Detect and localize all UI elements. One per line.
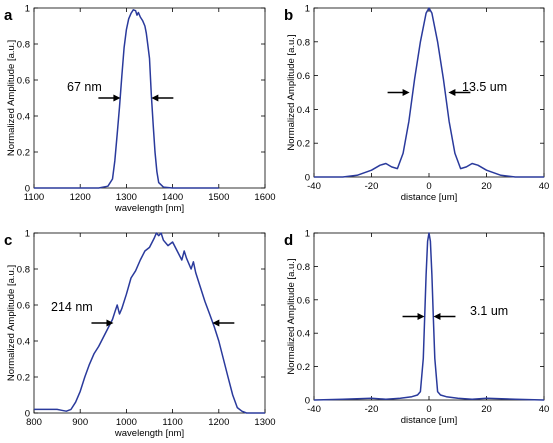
y-tick-label: 0 xyxy=(25,409,30,420)
y-tick-label: 0.4 xyxy=(297,105,310,116)
y-tick-label: 0.2 xyxy=(297,362,310,373)
x-tick-label: 1000 xyxy=(116,417,137,428)
chart-panel-c: c 800 900 1000 1100 1200 1300 0 0.2 0.4 0.6 0.8 1 wav… xyxy=(4,229,276,440)
y-tick-label: 0.2 xyxy=(17,373,30,384)
x-tick-label: 0 xyxy=(426,404,431,415)
axis-frame xyxy=(33,232,266,414)
x-tick-label: 1300 xyxy=(254,417,275,428)
y-tick-label: 1 xyxy=(25,4,30,15)
x-axis-label: wavelength [nm] xyxy=(114,428,184,439)
y-tick-label: 0.2 xyxy=(297,139,310,150)
y-tick-label: 0.6 xyxy=(297,295,310,306)
x-tick-label: -40 xyxy=(307,404,321,415)
x-tick-label: 20 xyxy=(481,404,492,415)
axis-frame xyxy=(313,7,545,178)
x-tick-label: 0 xyxy=(426,181,431,192)
fwhm-arrow-left-head xyxy=(106,319,114,327)
y-tick-label: 0 xyxy=(305,396,310,407)
y-tick-label: 0 xyxy=(305,173,310,184)
x-tick-label: 20 xyxy=(481,181,492,192)
fwhm-arrow-left-head xyxy=(402,89,410,96)
y-tick-label: 0.4 xyxy=(17,337,30,348)
chart-panel-b: b -40 -20 0 20 40 0 0.2 0.4 0.6 0.8 1 distance [um] N… xyxy=(284,4,549,204)
fwhm-annotation: 13.5 um xyxy=(462,80,507,94)
y-axis-label: Normalized Amplitude [a.u.] xyxy=(286,34,297,150)
panel-letter: c xyxy=(4,232,12,249)
x-tick-label: 800 xyxy=(26,417,42,428)
series-line xyxy=(313,232,545,401)
x-tick-label: 1600 xyxy=(254,192,275,203)
x-tick-label: 1200 xyxy=(208,417,229,428)
fwhm-annotation: 3.1 um xyxy=(470,304,508,318)
series-line xyxy=(314,7,544,178)
x-axis-label: wavelength [nm] xyxy=(114,203,184,214)
x-tick-label: 1200 xyxy=(70,192,91,203)
x-tick-label: 1300 xyxy=(116,192,137,203)
x-tick-label: 1400 xyxy=(162,192,183,203)
y-tick-label: 0.8 xyxy=(297,262,310,273)
series-line xyxy=(34,232,265,414)
y-tick-label: 1 xyxy=(305,4,310,15)
y-tick-label: 0 xyxy=(25,184,30,195)
x-tick-label: 1100 xyxy=(24,192,44,203)
y-tick-label: 0.6 xyxy=(17,76,30,87)
y-tick-label: 1 xyxy=(25,229,30,240)
x-axis-label: distance [um] xyxy=(401,415,458,426)
x-tick-label: 1500 xyxy=(208,192,229,203)
fwhm-arrow-right-head xyxy=(212,319,220,327)
x-tick-label: -20 xyxy=(365,404,379,415)
y-tick-label: 0.6 xyxy=(297,71,310,82)
fwhm-annotation: 67 nm xyxy=(67,80,102,94)
x-tick-label: 1100 xyxy=(162,417,182,428)
axis-frame xyxy=(33,7,266,189)
y-axis-label: Normalized Amplitude [a.u.] xyxy=(6,265,17,381)
x-tick-label: 40 xyxy=(539,404,550,415)
panel-letter: d xyxy=(284,232,293,249)
chart-panel-a: a 1100 1200 1300 1400 1500 1600 0 0.2 0.4 0.6 0.8 1 w… xyxy=(4,4,276,215)
x-axis-label: distance [um] xyxy=(401,192,458,203)
fwhm-arrow-left-head xyxy=(113,94,121,102)
axis-frame xyxy=(313,232,545,401)
series-line xyxy=(34,9,219,189)
x-tick-label: 900 xyxy=(72,417,88,428)
fwhm-arrow-right-head xyxy=(433,313,441,320)
y-axis-label: Normalized Amplitude [a.u.] xyxy=(286,258,297,374)
panel-letter: a xyxy=(4,7,13,24)
y-tick-label: 0.6 xyxy=(17,301,30,312)
x-tick-label: 40 xyxy=(539,181,550,192)
fwhm-arrow-left-head xyxy=(417,313,425,320)
panel-letter: b xyxy=(284,7,293,24)
y-tick-label: 0.4 xyxy=(17,112,30,123)
fwhm-annotation: 214 nm xyxy=(51,300,93,314)
x-tick-label: -40 xyxy=(307,181,321,192)
y-tick-label: 0.8 xyxy=(17,265,30,276)
x-tick-label: -20 xyxy=(365,181,379,192)
chart-panel-d: d -40 -20 0 20 40 0 0.2 0.4 0.6 0.8 1 distance [um] N… xyxy=(284,229,549,427)
y-tick-label: 1 xyxy=(305,229,310,240)
y-tick-label: 0.2 xyxy=(17,148,30,159)
y-tick-label: 0.8 xyxy=(297,37,310,48)
y-tick-label: 0.8 xyxy=(17,40,30,51)
y-tick-label: 0.4 xyxy=(297,329,310,340)
fwhm-arrow-right-head xyxy=(151,94,159,102)
fwhm-arrow-right-head xyxy=(448,89,456,96)
y-axis-label: Normalized Amplitude [a.u.] xyxy=(6,40,17,156)
